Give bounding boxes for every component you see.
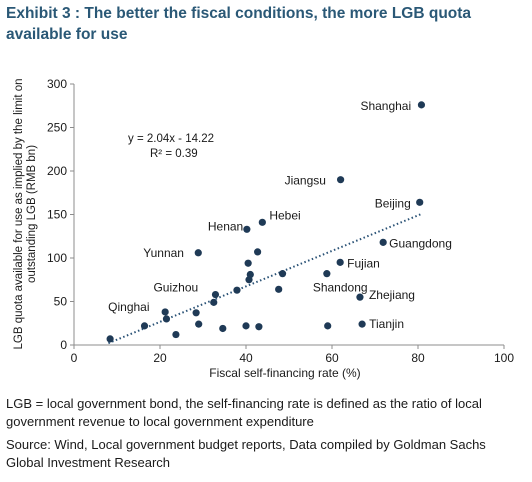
y-tick-label: 100 — [47, 251, 67, 265]
y-tick-label: 150 — [47, 208, 67, 222]
x-axis-title: Fiscal self-financing rate (%) — [209, 366, 360, 380]
scatter-chart: 0 50 100 150 200 250 300 0 20 40 60 80 100 Shanghai J… — [13, 77, 514, 380]
data-point — [192, 309, 200, 317]
data-point — [195, 320, 203, 328]
data-point — [254, 248, 262, 256]
y-tick-label: 50 — [54, 295, 68, 309]
point-label: Yunnan — [143, 246, 184, 260]
point-label: Guangdong — [389, 236, 452, 250]
data-point — [194, 249, 202, 257]
data-point — [210, 298, 218, 306]
point-label: Henan — [208, 219, 243, 233]
trendline-group — [108, 212, 423, 345]
y-tick-label: 200 — [47, 164, 67, 178]
definition-note: LGB = local government bond, the self-fi… — [6, 396, 482, 429]
x-tick-label: 60 — [325, 351, 339, 365]
data-point — [278, 270, 287, 278]
data-point — [358, 320, 366, 328]
data-point — [379, 238, 387, 246]
point-label: Zhejiang — [369, 288, 415, 302]
data-point — [356, 293, 364, 301]
data-points — [106, 101, 426, 343]
chart-axes: 0 50 100 150 200 250 300 0 20 40 60 80 100 — [47, 77, 514, 365]
point-label: Shandong — [313, 281, 368, 295]
exhibit-title: Exhibit 3 : The better the fiscal condit… — [6, 5, 472, 43]
point-labels: Shanghai Jiangsu Beijing Guangdong Hebei Hena… — [108, 99, 452, 331]
data-point — [211, 290, 220, 299]
point-label: Jiangsu — [285, 174, 326, 188]
data-point — [417, 101, 426, 109]
data-point — [337, 176, 345, 184]
data-point — [416, 198, 424, 206]
data-point — [324, 322, 332, 330]
data-point — [161, 308, 169, 316]
data-point — [246, 270, 254, 279]
y-axis-title: LGB quota available for use as implied b… — [13, 78, 38, 349]
data-point — [242, 322, 250, 330]
point-label: Fujian — [347, 256, 380, 270]
data-point — [258, 218, 266, 226]
y-tick-label: 300 — [47, 77, 67, 91]
data-point — [336, 258, 344, 266]
point-label: Beijing — [375, 196, 411, 210]
data-point — [275, 285, 283, 293]
data-point — [233, 286, 241, 294]
data-point — [172, 330, 180, 339]
data-point — [140, 322, 149, 330]
point-label: Guizhou — [153, 281, 198, 295]
trendline-equation: y = 2.04x - 14.22 — [128, 133, 214, 145]
point-label: Shanghai — [360, 99, 411, 113]
y-axis-title-line: outstanding LGB (RMB bn) — [26, 145, 38, 283]
data-point — [323, 270, 331, 278]
trendline — [108, 212, 423, 345]
y-axis-title-line: LGB quota available for use as implied b… — [13, 78, 25, 349]
data-point — [243, 225, 251, 233]
data-point — [219, 324, 227, 333]
trendline-r-squared: R² = 0.39 — [150, 148, 198, 160]
data-point — [162, 315, 171, 323]
y-tick-label: 0 — [60, 338, 67, 352]
x-tick-label: 20 — [153, 351, 167, 365]
point-label: Hebei — [269, 208, 300, 222]
data-point — [106, 335, 114, 343]
x-tick-label: 40 — [239, 351, 253, 365]
point-label: Tianjin — [369, 317, 404, 331]
x-tick-label: 100 — [494, 351, 514, 365]
source-note: Source: Wind, Local government budget re… — [6, 437, 486, 470]
point-label: Qinghai — [108, 300, 149, 314]
data-point — [244, 259, 252, 267]
y-tick-label: 250 — [47, 121, 67, 135]
x-tick-label: 80 — [411, 351, 425, 365]
data-point — [255, 323, 263, 331]
x-tick-label: 0 — [71, 351, 78, 365]
